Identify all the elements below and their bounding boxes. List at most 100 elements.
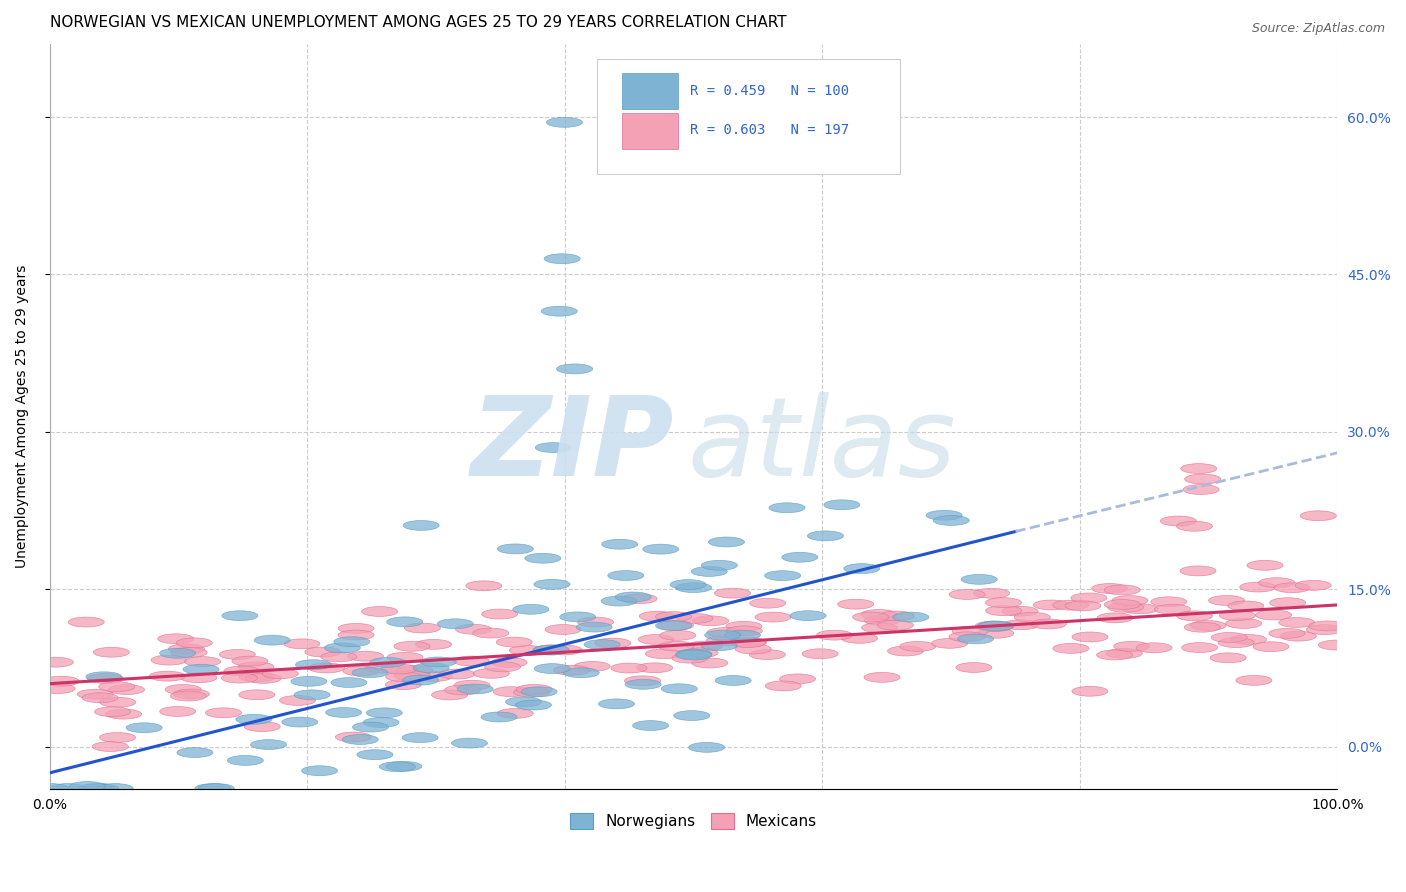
- Ellipse shape: [1097, 650, 1133, 660]
- Ellipse shape: [100, 732, 135, 742]
- Ellipse shape: [1256, 610, 1292, 620]
- Ellipse shape: [1270, 598, 1306, 607]
- Ellipse shape: [439, 669, 475, 679]
- Ellipse shape: [363, 717, 399, 727]
- Ellipse shape: [1053, 600, 1088, 610]
- Ellipse shape: [330, 678, 367, 688]
- Ellipse shape: [1226, 618, 1261, 629]
- Ellipse shape: [986, 606, 1022, 615]
- Ellipse shape: [496, 637, 533, 647]
- Ellipse shape: [1181, 642, 1218, 652]
- Ellipse shape: [900, 641, 936, 651]
- Ellipse shape: [509, 646, 546, 656]
- Ellipse shape: [765, 681, 801, 691]
- Ellipse shape: [977, 622, 1012, 632]
- Ellipse shape: [979, 621, 1014, 631]
- Ellipse shape: [554, 665, 589, 675]
- Ellipse shape: [481, 712, 517, 722]
- Ellipse shape: [1184, 623, 1220, 632]
- Ellipse shape: [661, 684, 697, 694]
- Ellipse shape: [1258, 578, 1295, 588]
- Ellipse shape: [1002, 607, 1038, 616]
- Ellipse shape: [962, 574, 997, 584]
- Ellipse shape: [1240, 582, 1275, 592]
- Ellipse shape: [513, 605, 548, 615]
- Ellipse shape: [782, 552, 818, 562]
- Ellipse shape: [1180, 566, 1216, 576]
- Ellipse shape: [547, 118, 582, 128]
- Ellipse shape: [621, 594, 657, 604]
- Ellipse shape: [524, 553, 561, 563]
- Ellipse shape: [602, 540, 638, 549]
- Ellipse shape: [682, 648, 718, 657]
- Ellipse shape: [817, 631, 852, 640]
- Ellipse shape: [420, 657, 457, 667]
- FancyBboxPatch shape: [621, 113, 678, 149]
- Ellipse shape: [82, 693, 118, 703]
- Ellipse shape: [381, 664, 418, 674]
- Ellipse shape: [1114, 641, 1150, 651]
- Ellipse shape: [498, 544, 533, 554]
- Ellipse shape: [749, 649, 786, 659]
- Ellipse shape: [1033, 600, 1070, 610]
- Ellipse shape: [595, 638, 631, 648]
- Ellipse shape: [626, 680, 661, 690]
- Ellipse shape: [599, 699, 634, 709]
- Ellipse shape: [474, 668, 509, 678]
- Ellipse shape: [172, 648, 207, 657]
- Ellipse shape: [516, 700, 551, 710]
- Ellipse shape: [98, 681, 135, 691]
- Ellipse shape: [301, 765, 337, 776]
- Ellipse shape: [432, 690, 468, 700]
- Ellipse shape: [673, 711, 710, 721]
- Ellipse shape: [824, 500, 860, 509]
- Ellipse shape: [150, 655, 187, 665]
- Ellipse shape: [367, 708, 402, 718]
- Ellipse shape: [333, 637, 370, 647]
- Ellipse shape: [956, 663, 991, 673]
- Ellipse shape: [444, 685, 481, 695]
- Ellipse shape: [927, 510, 962, 520]
- Ellipse shape: [93, 741, 128, 751]
- Ellipse shape: [416, 672, 453, 681]
- Ellipse shape: [184, 657, 221, 666]
- Ellipse shape: [245, 673, 281, 683]
- Ellipse shape: [353, 723, 388, 732]
- Ellipse shape: [755, 612, 792, 622]
- Ellipse shape: [1104, 585, 1140, 595]
- Ellipse shape: [205, 708, 242, 718]
- Ellipse shape: [361, 607, 398, 616]
- Ellipse shape: [1278, 617, 1315, 627]
- Ellipse shape: [1053, 643, 1088, 653]
- Ellipse shape: [219, 649, 256, 659]
- Ellipse shape: [394, 671, 430, 681]
- Ellipse shape: [394, 641, 430, 651]
- Ellipse shape: [536, 442, 571, 452]
- Ellipse shape: [1154, 605, 1191, 615]
- Ellipse shape: [724, 631, 761, 640]
- Ellipse shape: [494, 687, 529, 697]
- Ellipse shape: [387, 617, 423, 627]
- Ellipse shape: [1209, 596, 1244, 606]
- Ellipse shape: [370, 657, 406, 667]
- Ellipse shape: [38, 657, 73, 667]
- Ellipse shape: [583, 640, 620, 649]
- Ellipse shape: [879, 611, 914, 621]
- Ellipse shape: [676, 614, 713, 624]
- Ellipse shape: [79, 783, 114, 794]
- Ellipse shape: [69, 781, 105, 791]
- Ellipse shape: [658, 641, 695, 651]
- Ellipse shape: [949, 632, 986, 641]
- Text: Source: ZipAtlas.com: Source: ZipAtlas.com: [1251, 22, 1385, 36]
- Ellipse shape: [1211, 653, 1246, 663]
- Ellipse shape: [228, 756, 263, 765]
- Ellipse shape: [157, 634, 194, 644]
- Ellipse shape: [842, 633, 877, 643]
- Ellipse shape: [254, 635, 290, 645]
- Ellipse shape: [1002, 620, 1039, 630]
- Ellipse shape: [1253, 641, 1289, 652]
- Ellipse shape: [1150, 597, 1187, 607]
- Ellipse shape: [1108, 602, 1143, 612]
- Ellipse shape: [245, 722, 280, 731]
- Ellipse shape: [236, 714, 271, 724]
